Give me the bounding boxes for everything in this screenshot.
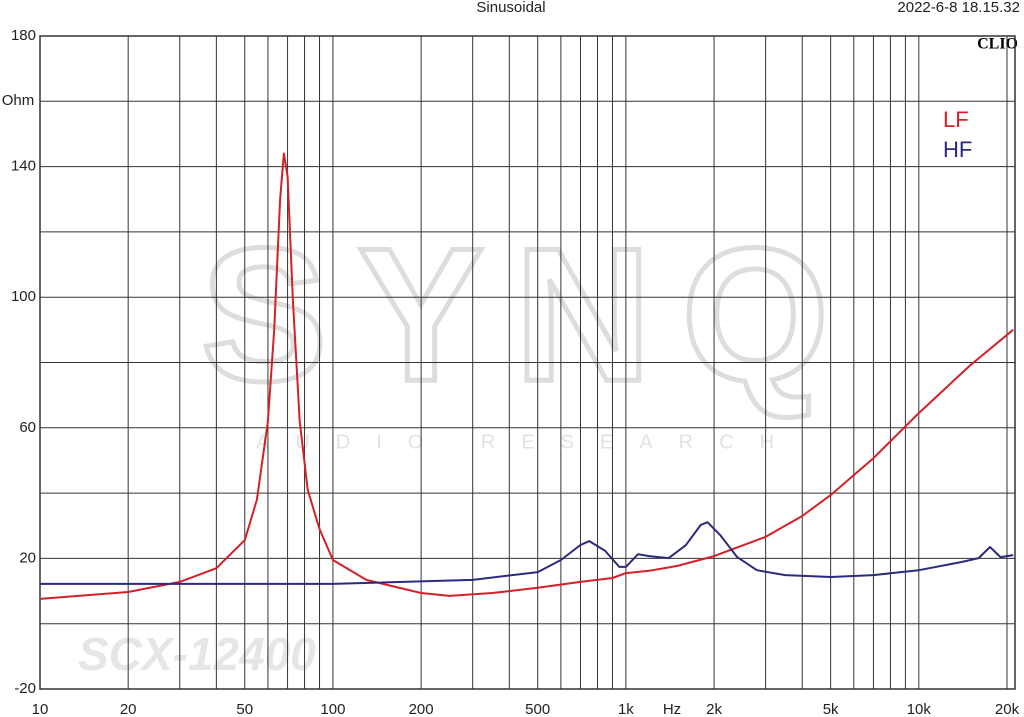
x-tick-label: 200 xyxy=(409,701,434,717)
y-tick-label: 100 xyxy=(11,288,36,305)
series-line xyxy=(39,152,1014,600)
legend-label: HF xyxy=(943,137,972,162)
x-tick-label: 5k xyxy=(823,701,839,717)
x-tick-label: 500 xyxy=(525,701,550,717)
y-axis-label: Ohm xyxy=(2,92,35,109)
x-tick-label: 20 xyxy=(120,701,137,717)
plot-frame xyxy=(39,35,1016,690)
chart-title: Sinusoidal xyxy=(476,0,545,16)
timestamp: 2022-6-8 18.15.32 xyxy=(897,0,1020,16)
x-tick-label: 50 xyxy=(236,701,253,717)
x-tick-label: 2k xyxy=(706,701,722,717)
x-tick-label: 10 xyxy=(32,701,49,717)
y-tick-label: -20 xyxy=(14,680,36,697)
x-tick-label: 1k xyxy=(618,701,634,717)
x-axis-label: Hz xyxy=(663,701,681,717)
x-tick-label: 100 xyxy=(320,701,345,717)
model-watermark: SCX-12400 xyxy=(78,628,316,680)
x-tick-label: 20k xyxy=(995,701,1020,717)
watermark: SYNQ xyxy=(201,209,859,421)
legend-label: LF xyxy=(943,107,969,132)
y-tick-label: 180 xyxy=(11,27,36,44)
brand: CLIO xyxy=(977,36,1018,53)
y-tick-label: 20 xyxy=(19,549,36,566)
x-tick-label: 10k xyxy=(907,701,932,717)
y-tick-label: 140 xyxy=(11,158,36,175)
watermark-subtitle: AUDIO RESEARCH xyxy=(256,431,800,453)
y-tick-label: 60 xyxy=(19,419,36,436)
series-line xyxy=(40,521,1014,585)
